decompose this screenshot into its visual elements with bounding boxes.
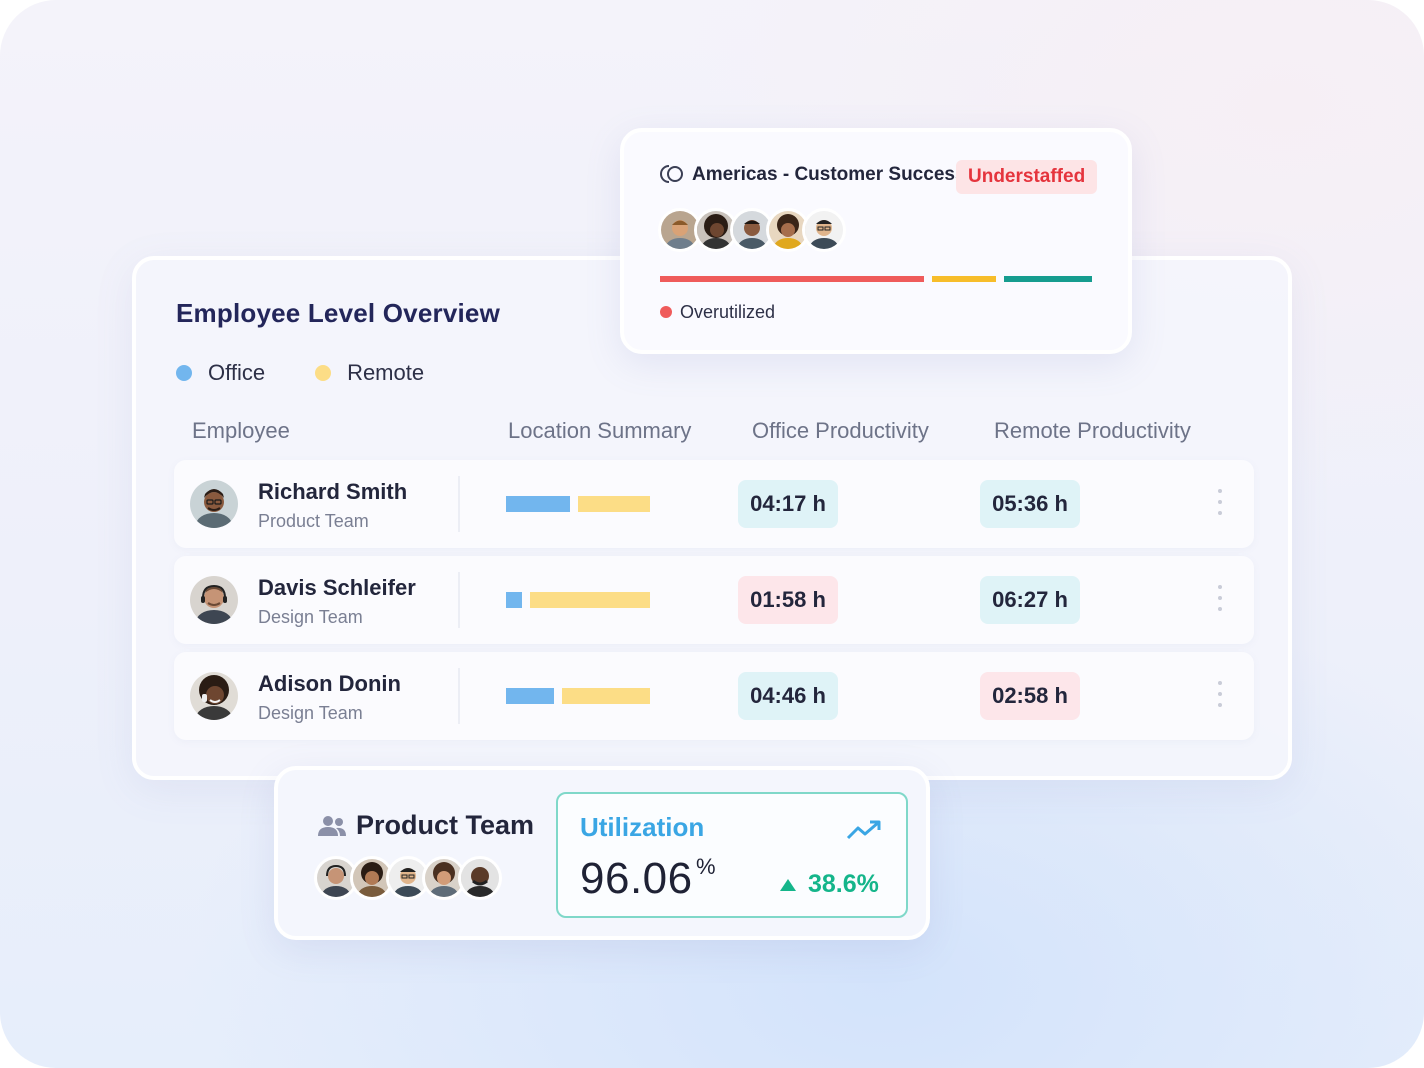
table-row[interactable]: Adison Donin Design Team 04:46 h 02:58 h — [174, 652, 1254, 740]
office-bar — [506, 496, 570, 512]
more-options-icon[interactable] — [1214, 489, 1226, 519]
remote-bar — [578, 496, 650, 512]
more-options-icon[interactable] — [1214, 681, 1226, 711]
remote-dot-icon — [315, 365, 332, 381]
utilization-segment-amber — [932, 276, 996, 282]
office-productivity-pill: 04:46 h — [738, 672, 838, 720]
utilization-unit: % — [696, 854, 716, 879]
legend-item-remote: Remote — [315, 360, 424, 386]
legend-item-office: Office — [176, 360, 265, 386]
utilization-value: 96.06 — [580, 854, 693, 903]
utilization-label: Utilization — [580, 812, 705, 842]
office-bar — [506, 688, 554, 704]
legend-label-remote: Remote — [347, 360, 425, 385]
employee-team: Design Team — [258, 703, 363, 723]
arrow-up-icon — [780, 878, 796, 891]
column-header-location-summary[interactable]: Location Summary — [508, 418, 692, 443]
employee-name[interactable]: Richard Smith — [258, 479, 408, 504]
legend-label-office: Office — [208, 360, 266, 385]
avatar — [190, 672, 238, 720]
team-utilization-card[interactable]: Product Team Utilization — [274, 766, 930, 940]
trending-up-icon — [846, 820, 881, 840]
avatar — [658, 208, 702, 252]
avatar-group[interactable] — [314, 856, 502, 900]
status-label: Overutilized — [680, 302, 776, 322]
employee-team: Product Team — [258, 511, 369, 531]
avatar — [802, 208, 846, 252]
avatar — [422, 856, 466, 900]
legend: Office Remote — [176, 360, 474, 386]
column-header-employee[interactable]: Employee — [192, 418, 290, 443]
column-header-office-productivity[interactable]: Office Productivity — [752, 418, 929, 443]
remote-bar — [562, 688, 650, 704]
column-header-remote-productivity[interactable]: Remote Productivity — [994, 418, 1191, 443]
divider — [458, 668, 460, 724]
overview-title: Employee Level Overview — [176, 298, 500, 328]
utilization-change-value: 38.6% — [808, 870, 879, 898]
utilization-panel[interactable]: Utilization 96.06 % 38.6% — [556, 792, 908, 918]
remote-productivity-pill: 05:36 h — [980, 480, 1080, 528]
table-row[interactable]: Davis Schleifer Design Team 01:58 h 06:2… — [174, 556, 1254, 644]
table-row[interactable]: Richard Smith Product Team 04:17 h 05:36… — [174, 460, 1254, 548]
remote-bar — [530, 592, 650, 608]
utilization-change: 38.6% — [780, 870, 879, 899]
region-title: Americas - Customer Success — [692, 164, 966, 185]
avatar — [458, 856, 502, 900]
avatar — [386, 856, 430, 900]
remote-productivity-pill: 02:58 h — [980, 672, 1080, 720]
divider — [458, 572, 460, 628]
employee-team: Design Team — [258, 607, 363, 627]
office-bar — [506, 592, 522, 608]
avatar-group[interactable] — [658, 208, 846, 252]
employee-name[interactable]: Davis Schleifer — [258, 575, 416, 600]
overutilized-dot-icon — [660, 306, 672, 318]
avatar — [190, 576, 238, 624]
office-productivity-pill: 04:17 h — [738, 480, 838, 528]
office-dot-icon — [176, 365, 192, 381]
users-icon — [318, 816, 346, 836]
team-title: Product Team — [356, 810, 535, 840]
status-badge: Understaffed — [956, 160, 1098, 194]
remote-productivity-pill: 06:27 h — [980, 576, 1080, 624]
divider — [458, 476, 460, 532]
employee-name[interactable]: Adison Donin — [258, 671, 401, 696]
avatar — [694, 208, 738, 252]
more-options-icon[interactable] — [1214, 585, 1226, 615]
utilization-segment-teal — [1004, 276, 1092, 282]
office-productivity-pill: 01:58 h — [738, 576, 838, 624]
circle-loop-icon — [660, 165, 683, 183]
region-staffing-card[interactable]: Americas - Customer Success Understaffed… — [620, 128, 1132, 354]
utilization-segment-overutilized — [660, 276, 924, 282]
avatar — [190, 480, 238, 528]
